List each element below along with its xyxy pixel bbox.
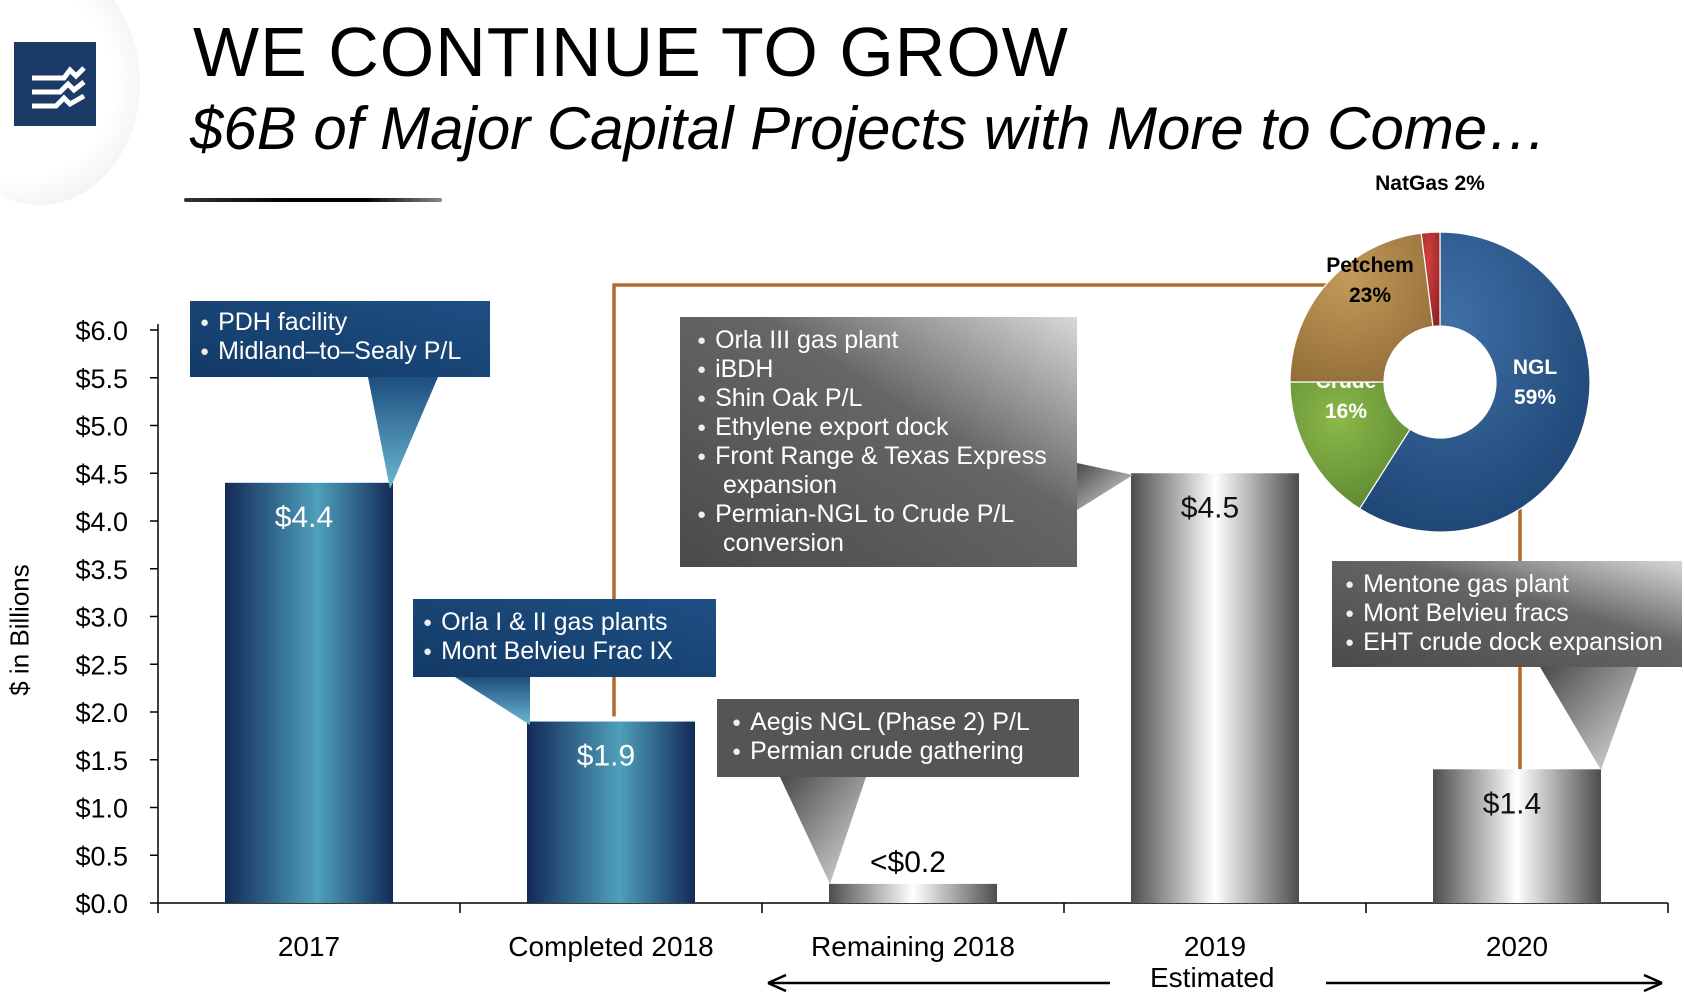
y-tick-label: $5.0 <box>75 412 128 442</box>
callout-2020-item: Mentone gas plant <box>1345 570 1663 599</box>
bar <box>527 721 695 903</box>
callout-2017-item: PDH facility <box>200 308 461 337</box>
y-tick-label: $1.5 <box>75 746 128 776</box>
slide-subtitle: $6B of Major Capital Projects with More … <box>190 95 1548 162</box>
y-tick-label: $4.5 <box>75 459 128 489</box>
y-tick-label: $3.0 <box>75 603 128 633</box>
slide-title: WE CONTINUE TO GROW <box>193 13 1069 91</box>
x-category-label: Remaining 2018 <box>811 931 1015 962</box>
y-tick-label: $2.0 <box>75 698 128 728</box>
title-underline <box>184 198 442 202</box>
callout-2019-item: Orla III gas plant <box>697 326 1067 355</box>
donut-slice <box>1289 232 1434 383</box>
callout-pointer <box>1540 667 1638 770</box>
y-tick-label: $6.0 <box>75 316 128 346</box>
bar <box>829 883 997 903</box>
donut-slice-value: 59% <box>1514 386 1556 409</box>
bar-value-label: <$0.2 <box>870 846 946 879</box>
bar-value-label: $4.5 <box>1181 491 1239 524</box>
callout-pointer <box>1077 463 1133 510</box>
callout-2019-item: Ethylene export dock <box>697 413 1067 442</box>
estimated-arrow-left-head <box>767 973 787 993</box>
y-tick-label: $5.5 <box>75 364 128 394</box>
bar-value-label: $4.4 <box>275 501 333 534</box>
callout-2017-list: PDH facility Midland–to–Sealy P/L <box>200 308 461 366</box>
donut-slice <box>1358 231 1591 533</box>
bar <box>225 482 393 903</box>
callout-2020-item: EHT crude dock expansion <box>1345 628 1663 657</box>
y-axis-label: $ in Billions <box>4 564 35 696</box>
x-category-label: 2017 <box>278 931 340 962</box>
callout-2019-item: Permian-NGL to Crude P/L conversion <box>697 500 1067 558</box>
callout-2019-item: Front Range & Texas Express expansion <box>697 442 1067 500</box>
callout-completed-2018-list: Orla I & II gas plants Mont Belvieu Frac… <box>423 608 673 666</box>
callout-completed-2018-item: Mont Belvieu Frac IX <box>423 637 673 666</box>
donut-slice <box>1289 381 1411 510</box>
x-category-label: 2020 <box>1486 931 1548 962</box>
callout-2019-item: iBDH <box>697 355 1067 384</box>
estimated-arrow-right-head <box>1643 973 1663 993</box>
donut-slice-label: NGL <box>1513 356 1558 379</box>
callout-2020-item: Mont Belvieu fracs <box>1345 599 1663 628</box>
donut-slice-value: 16% <box>1325 400 1367 423</box>
callout-remaining-2018-list: Aegis NGL (Phase 2) P/L Permian crude ga… <box>732 708 1030 766</box>
x-category-label: Completed 2018 <box>508 931 713 962</box>
estimated-label: Estimated <box>1150 962 1275 993</box>
y-tick-label: $4.0 <box>75 507 128 537</box>
donut-slice-label: Petchem <box>1326 254 1414 277</box>
x-category-label: 2019 <box>1184 931 1246 962</box>
callout-2017-item: Midland–to–Sealy P/L <box>200 337 461 366</box>
y-tick-label: $1.0 <box>75 794 128 824</box>
y-tick-label: $0.0 <box>75 889 128 919</box>
y-tick-label: $3.5 <box>75 555 128 585</box>
callout-remaining-2018-item: Aegis NGL (Phase 2) P/L <box>732 708 1030 737</box>
callout-2019-list: Orla III gas plant iBDH Shin Oak P/L Eth… <box>697 326 1067 558</box>
callout-pointer <box>455 677 530 725</box>
bar <box>1433 769 1601 903</box>
donut-slice <box>1420 231 1441 328</box>
y-tick-label: $0.5 <box>75 841 128 871</box>
callout-remaining-2018-item: Permian crude gathering <box>732 737 1030 766</box>
bracket-line-left <box>612 283 1400 717</box>
bar-value-label: $1.9 <box>577 740 635 773</box>
lightning-logo-icon <box>14 42 96 126</box>
callout-completed-2018-item: Orla I & II gas plants <box>423 608 673 637</box>
donut-slice-label: NatGas 2% <box>1375 172 1485 195</box>
bar-value-label: $1.4 <box>1483 787 1541 820</box>
callout-pointer <box>368 377 438 489</box>
bar <box>1131 473 1299 903</box>
callout-2019-item: Shin Oak P/L <box>697 384 1067 413</box>
donut-slice-value: 23% <box>1349 284 1391 307</box>
y-tick-label: $2.5 <box>75 650 128 680</box>
callout-pointer <box>780 777 866 884</box>
callout-2020-list: Mentone gas plant Mont Belvieu fracs EHT… <box>1345 570 1663 657</box>
